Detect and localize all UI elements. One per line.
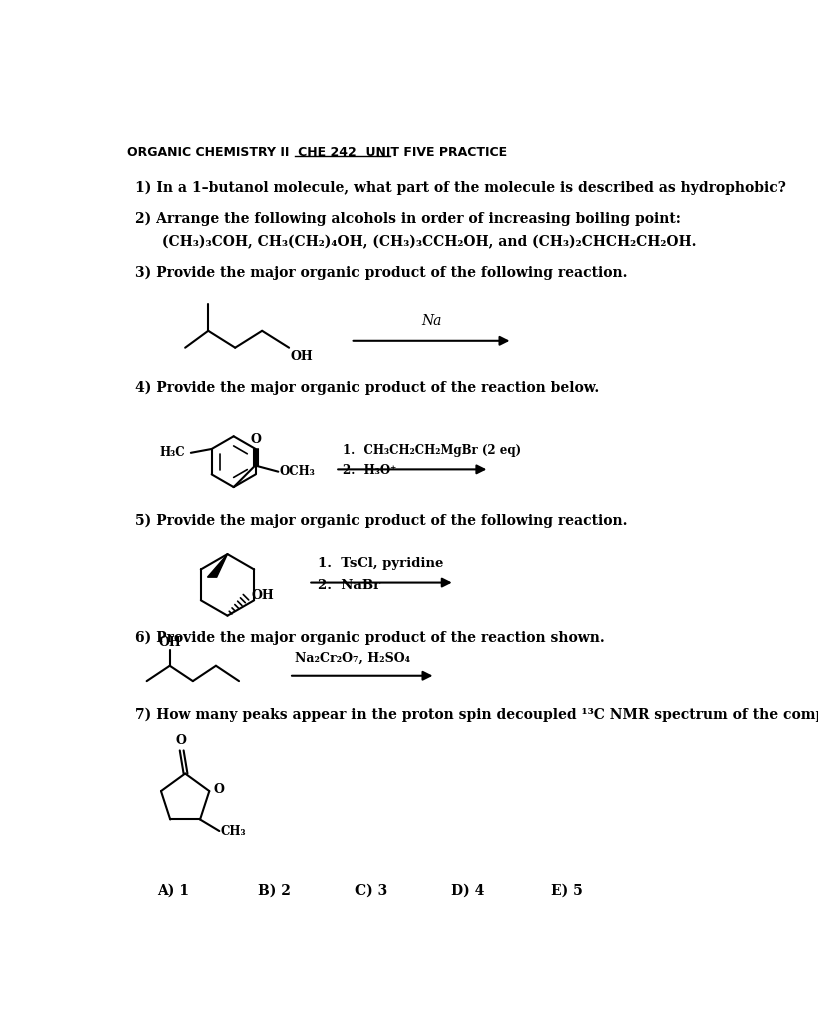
Text: A) 1: A) 1 (157, 884, 189, 898)
Text: 7) How many peaks appear in the proton spin decoupled ¹³C NMR spectrum of the co: 7) How many peaks appear in the proton s… (135, 708, 818, 723)
Text: (CH₃)₃COH, CH₃(CH₂)₄OH, (CH₃)₃CCH₂OH, and (CH₃)₂CHCH₂CH₂OH.: (CH₃)₃COH, CH₃(CH₂)₄OH, (CH₃)₃CCH₂OH, an… (162, 234, 697, 249)
Text: O: O (250, 432, 262, 445)
Text: D) 4: D) 4 (451, 884, 484, 898)
Text: 1.  TsCl, pyridine: 1. TsCl, pyridine (318, 557, 443, 570)
Text: ORGANIC CHEMISTRY II  CHE 242  UNIT FIVE PRACTICE: ORGANIC CHEMISTRY II CHE 242 UNIT FIVE P… (128, 146, 507, 159)
Text: CH₃: CH₃ (221, 824, 246, 838)
Text: Na₂Cr₂O₇, H₂SO₄: Na₂Cr₂O₇, H₂SO₄ (295, 652, 411, 665)
Text: OCH₃: OCH₃ (280, 465, 316, 478)
Text: 1.  CH₃CH₂CH₂MgBr (2 eq): 1. CH₃CH₂CH₂MgBr (2 eq) (343, 444, 521, 457)
Text: 4) Provide the major organic product of the reaction below.: 4) Provide the major organic product of … (135, 381, 600, 395)
Text: 1) In a 1–butanol molecule, what part of the molecule is described as hydrophobi: 1) In a 1–butanol molecule, what part of… (135, 180, 786, 195)
Text: 5) Provide the major organic product of the following reaction.: 5) Provide the major organic product of … (135, 514, 627, 528)
Text: O: O (213, 783, 224, 796)
Text: 6) Provide the major organic product of the reaction shown.: 6) Provide the major organic product of … (135, 631, 605, 645)
Polygon shape (208, 554, 227, 578)
Text: OH: OH (159, 636, 181, 649)
Text: 2) Arrange the following alcohols in order of increasing boiling point:: 2) Arrange the following alcohols in ord… (135, 211, 681, 226)
Text: C) 3: C) 3 (354, 884, 387, 898)
Text: E) 5: E) 5 (551, 884, 582, 898)
Text: 2.  H₃O⁺: 2. H₃O⁺ (343, 464, 396, 477)
Text: Na: Na (421, 314, 442, 329)
Text: H₃C: H₃C (160, 446, 186, 460)
Text: OH: OH (290, 350, 313, 364)
Text: 3) Provide the major organic product of the following reaction.: 3) Provide the major organic product of … (135, 265, 627, 280)
Text: OH: OH (251, 589, 274, 602)
Text: O: O (176, 733, 187, 746)
Text: 2.  NaBr: 2. NaBr (318, 579, 380, 592)
Text: B) 2: B) 2 (258, 884, 291, 898)
